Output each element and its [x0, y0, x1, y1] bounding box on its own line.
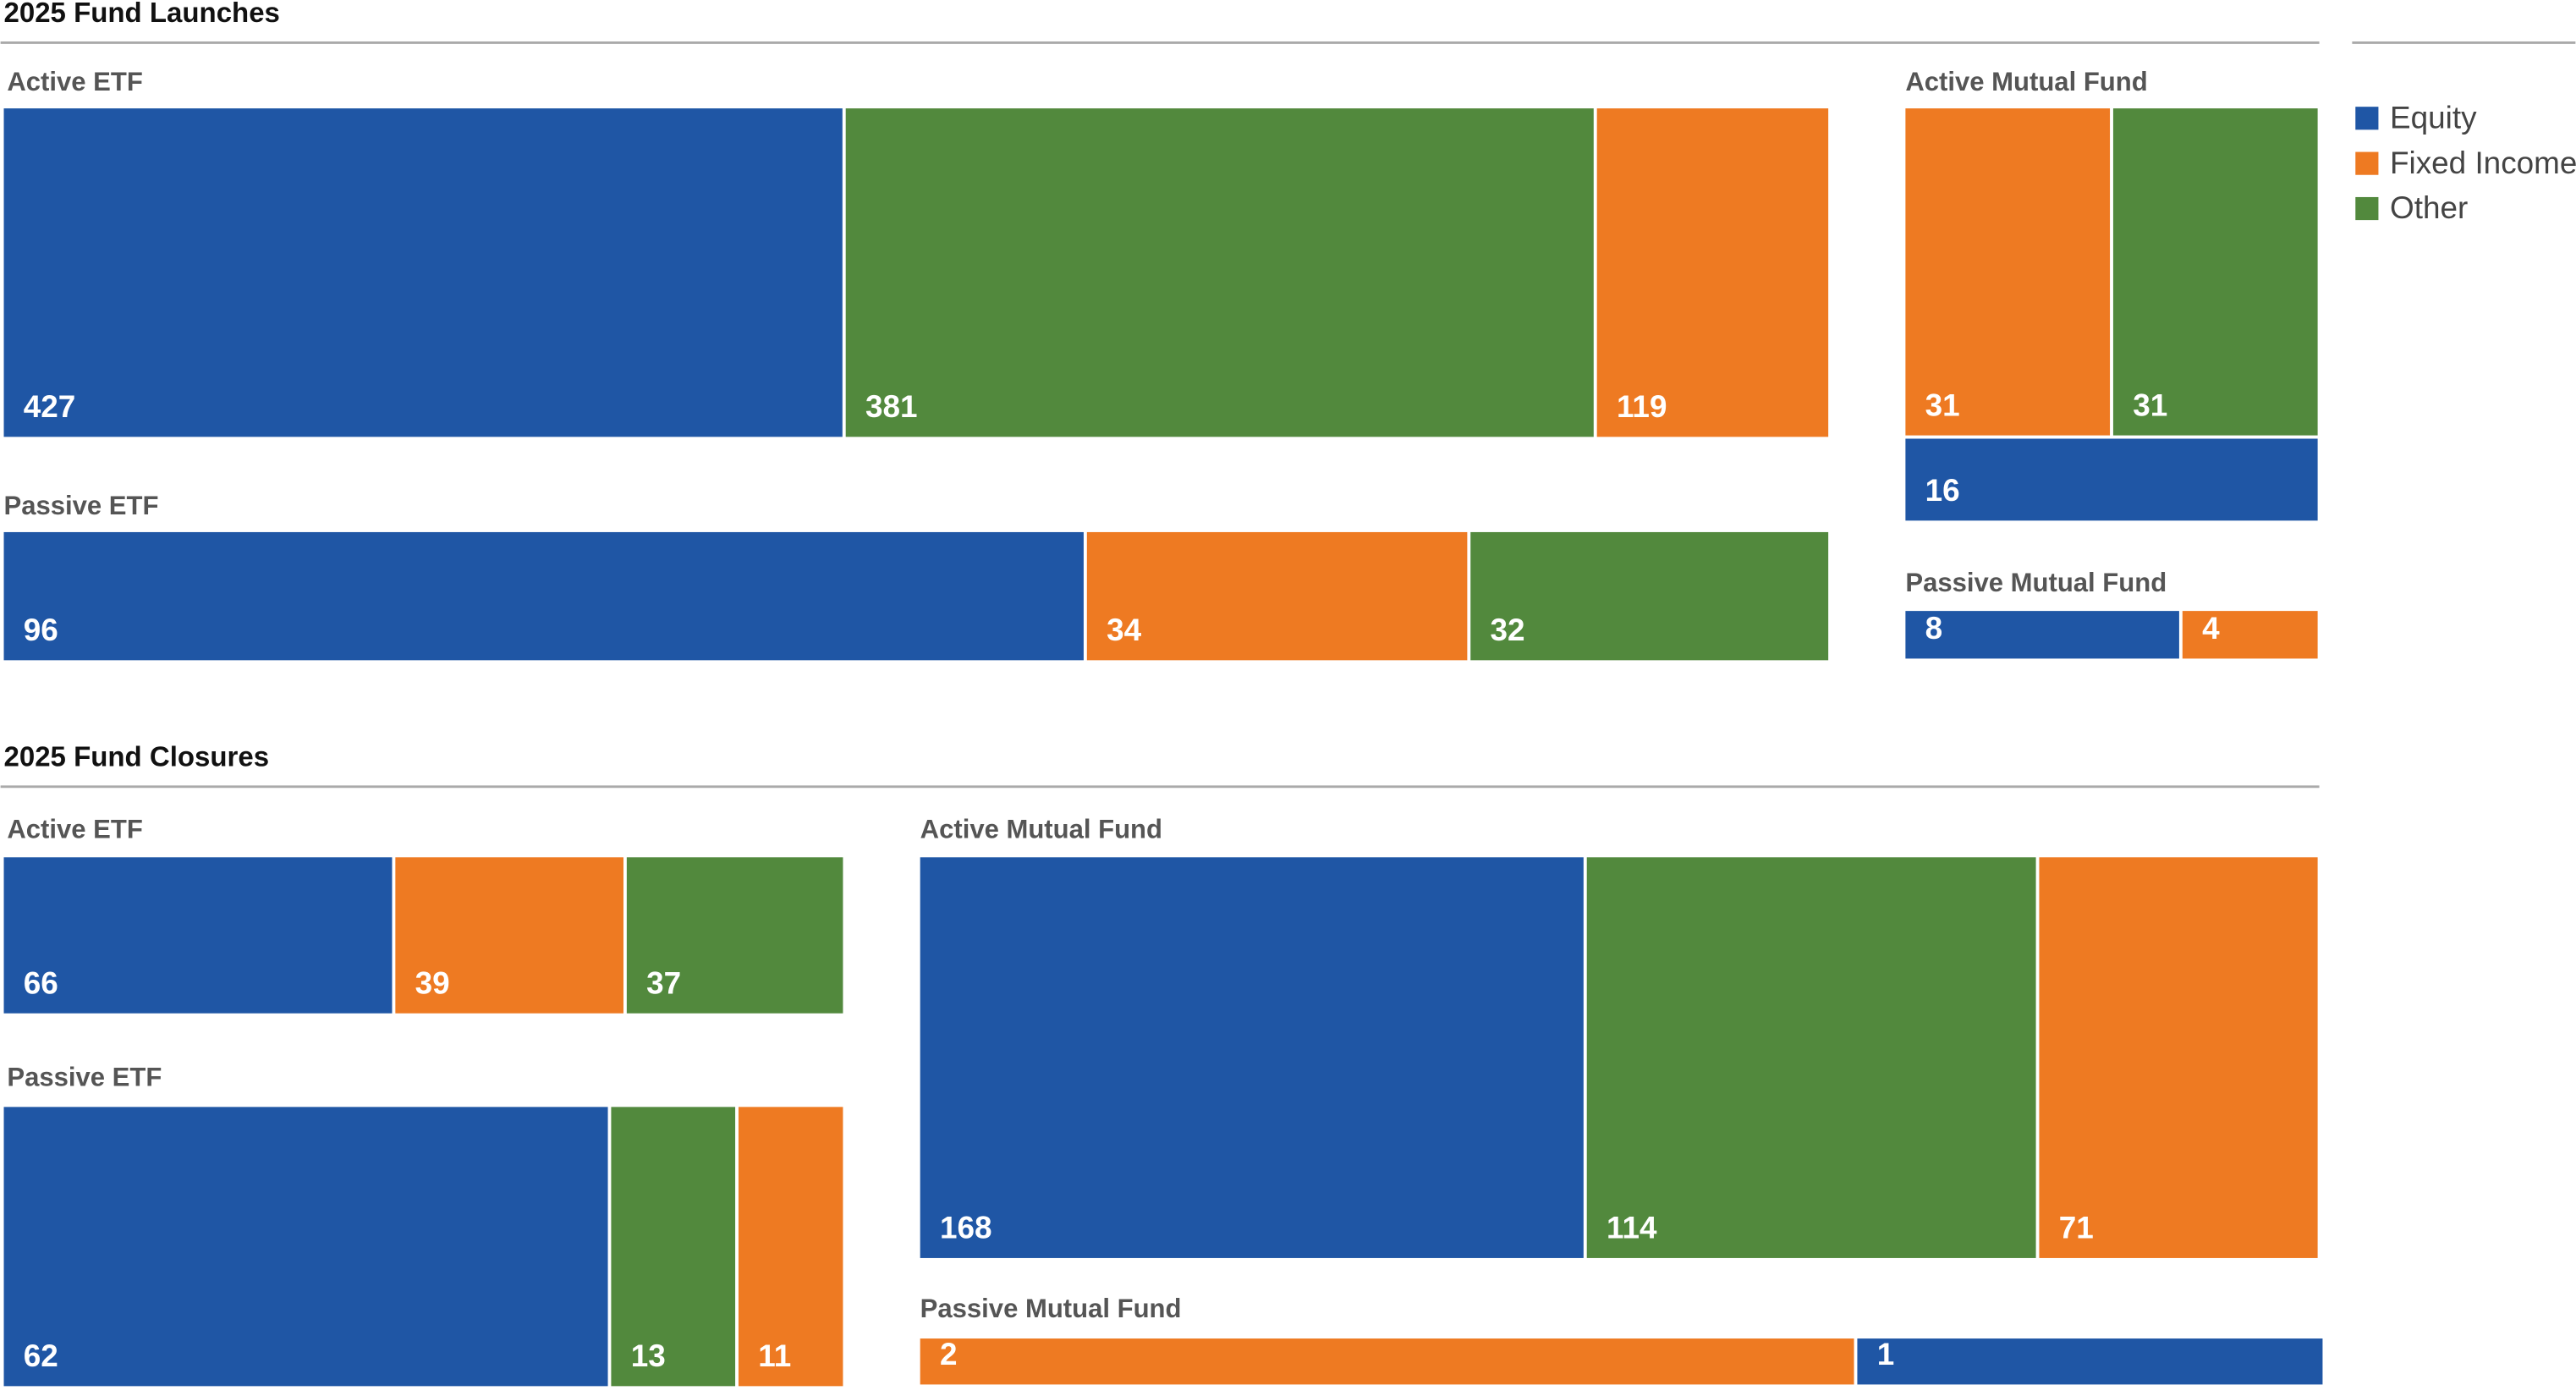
- value-label: 4: [2202, 611, 2220, 646]
- tile: [1586, 857, 2036, 1258]
- value-label: 1: [1877, 1337, 1895, 1371]
- value-label: 168: [940, 1211, 992, 1245]
- tile: [845, 108, 1594, 437]
- tile: [1596, 108, 1829, 437]
- value-label: 37: [646, 965, 681, 1000]
- tile: [738, 1107, 843, 1387]
- value-label: 2: [940, 1337, 958, 1371]
- tile: [3, 857, 393, 1014]
- tile: [611, 1107, 736, 1387]
- group-label: Passive ETF: [4, 491, 159, 520]
- group-label: Active ETF: [7, 814, 142, 844]
- tile: [1086, 531, 1468, 661]
- value-label: 31: [2133, 387, 2167, 422]
- tile: [3, 531, 1084, 661]
- tile: [1905, 611, 2179, 659]
- tile: [920, 1338, 1854, 1385]
- tile: [626, 857, 843, 1014]
- legend-swatch: [2355, 151, 2379, 175]
- value-label: 96: [24, 613, 58, 647]
- value-label: 8: [1925, 611, 1943, 646]
- group-label: Active Mutual Fund: [1905, 67, 2147, 96]
- value-label: 114: [1607, 1211, 1657, 1245]
- legend-swatch: [2355, 107, 2379, 130]
- group-label: Active ETF: [7, 67, 142, 96]
- value-label: 62: [24, 1338, 58, 1373]
- value-label: 13: [631, 1338, 666, 1373]
- chart-title: 2025 Fund Closures: [4, 741, 270, 772]
- value-label: 381: [865, 389, 918, 424]
- chart-title: 2025 Fund Launches: [4, 0, 280, 28]
- value-label: 66: [24, 965, 58, 1000]
- legend-label: Equity: [2390, 100, 2477, 135]
- tile: [1905, 108, 2111, 436]
- value-label: 31: [1925, 387, 1960, 422]
- tile: [2039, 857, 2318, 1258]
- value-label: 39: [415, 965, 450, 1000]
- value-label: 16: [1925, 473, 1960, 508]
- value-label: 11: [758, 1338, 791, 1373]
- tile: [920, 857, 1584, 1258]
- value-label: 427: [24, 389, 76, 424]
- legend-label: Fixed Income: [2390, 146, 2576, 180]
- group-label: Passive Mutual Fund: [1905, 568, 2167, 597]
- group-label: Passive ETF: [7, 1063, 162, 1092]
- tile: [2112, 108, 2318, 436]
- tile: [3, 108, 843, 437]
- value-label: 71: [2059, 1211, 2094, 1245]
- tile: [1470, 531, 1829, 661]
- value-label: 119: [1617, 389, 1667, 424]
- tile: [3, 1107, 608, 1387]
- tile: [395, 857, 623, 1014]
- tile: [2182, 611, 2318, 659]
- value-label: 32: [1491, 613, 1525, 647]
- group-label: Active Mutual Fund: [920, 814, 1162, 844]
- legend-label: Other: [2390, 190, 2468, 225]
- value-label: 34: [1107, 613, 1142, 647]
- tile: [1905, 438, 2318, 521]
- tile: [1857, 1338, 2323, 1385]
- group-label: Passive Mutual Fund: [920, 1294, 1182, 1323]
- legend-swatch: [2355, 196, 2379, 221]
